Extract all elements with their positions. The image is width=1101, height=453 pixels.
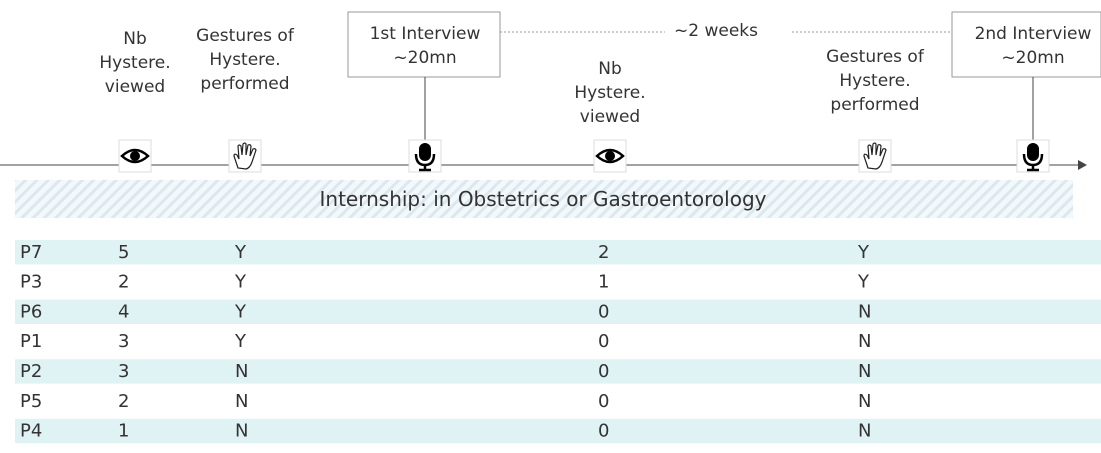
- event-label: performed: [830, 95, 919, 115]
- internship-banner: [15, 180, 1073, 218]
- event-label: ~20mn: [393, 48, 456, 68]
- pupil: [130, 151, 140, 161]
- event-label: Hystere.: [574, 83, 645, 103]
- cell: P6: [20, 301, 42, 322]
- hand-icon: [228, 139, 262, 173]
- cell: 0: [598, 421, 609, 442]
- banner-text: Internship: in Obstetrics or Gastroentor…: [320, 187, 767, 211]
- mic-head: [1027, 143, 1039, 161]
- cell: Y: [234, 272, 247, 293]
- cell: 5: [118, 242, 129, 263]
- cell: 1: [598, 272, 609, 293]
- cell: Y: [234, 242, 247, 263]
- cell: P3: [20, 272, 42, 293]
- mic-icon: [408, 139, 442, 173]
- mic-icon: [1016, 139, 1050, 173]
- event-label: Nb: [123, 29, 147, 49]
- cell: N: [858, 331, 871, 352]
- cell: Y: [857, 242, 870, 263]
- event-label: viewed: [580, 107, 640, 127]
- cell: 3: [118, 361, 129, 382]
- mic-head: [419, 143, 431, 161]
- cell: 2: [118, 391, 129, 412]
- hand-shape: [863, 142, 887, 170]
- cell: P2: [20, 361, 42, 382]
- cell: 1: [118, 421, 129, 442]
- event-label: viewed: [105, 77, 165, 97]
- eye-icon: [118, 139, 152, 173]
- event-label: 1st Interview: [370, 24, 481, 44]
- event-label: Hystere.: [839, 71, 910, 91]
- event-label: 2nd Interview: [975, 24, 1092, 44]
- cell: P4: [20, 421, 42, 442]
- eye-icon: [593, 139, 627, 173]
- hand-icon: [858, 139, 892, 173]
- row-band: [15, 359, 1101, 384]
- event-label: Hystere.: [99, 53, 170, 73]
- cell: 2: [598, 242, 609, 263]
- cell: 3: [118, 331, 129, 352]
- row-band: [15, 299, 1101, 325]
- timeline-arrow: [1078, 160, 1087, 170]
- interview-box: [347, 11, 501, 78]
- cell: 0: [598, 331, 609, 352]
- cell: P5: [20, 391, 42, 412]
- event-label: Nb: [598, 59, 622, 79]
- mic-stand: [1022, 153, 1044, 172]
- event-label: ~20mn: [1001, 48, 1064, 68]
- cell: Y: [857, 272, 870, 293]
- cell: N: [858, 421, 871, 442]
- cell: Y: [234, 301, 247, 322]
- interview-box: [951, 11, 1101, 78]
- row-band: [15, 418, 1101, 444]
- event-label: Gestures of: [196, 26, 295, 46]
- cell: N: [235, 361, 248, 382]
- cell: N: [858, 361, 871, 382]
- hand-shape: [233, 142, 257, 170]
- cell: 4: [118, 301, 129, 322]
- cell: N: [858, 301, 871, 322]
- pupil: [605, 151, 615, 161]
- mic-stand: [414, 153, 436, 172]
- event-label: Hystere.: [209, 50, 280, 70]
- cell: N: [235, 421, 248, 442]
- cell: Y: [234, 331, 247, 352]
- cell: 2: [118, 272, 129, 293]
- cell: 0: [598, 391, 609, 412]
- event-label: performed: [200, 74, 289, 94]
- cell: 0: [598, 301, 609, 322]
- cell: 0: [598, 361, 609, 382]
- event-label: Gestures of: [826, 47, 925, 67]
- cell: N: [858, 391, 871, 412]
- cell: P7: [20, 242, 42, 263]
- row-band: [15, 240, 1101, 265]
- cell: P1: [20, 331, 42, 352]
- cell: N: [235, 391, 248, 412]
- gap-label: ~2 weeks: [674, 21, 758, 41]
